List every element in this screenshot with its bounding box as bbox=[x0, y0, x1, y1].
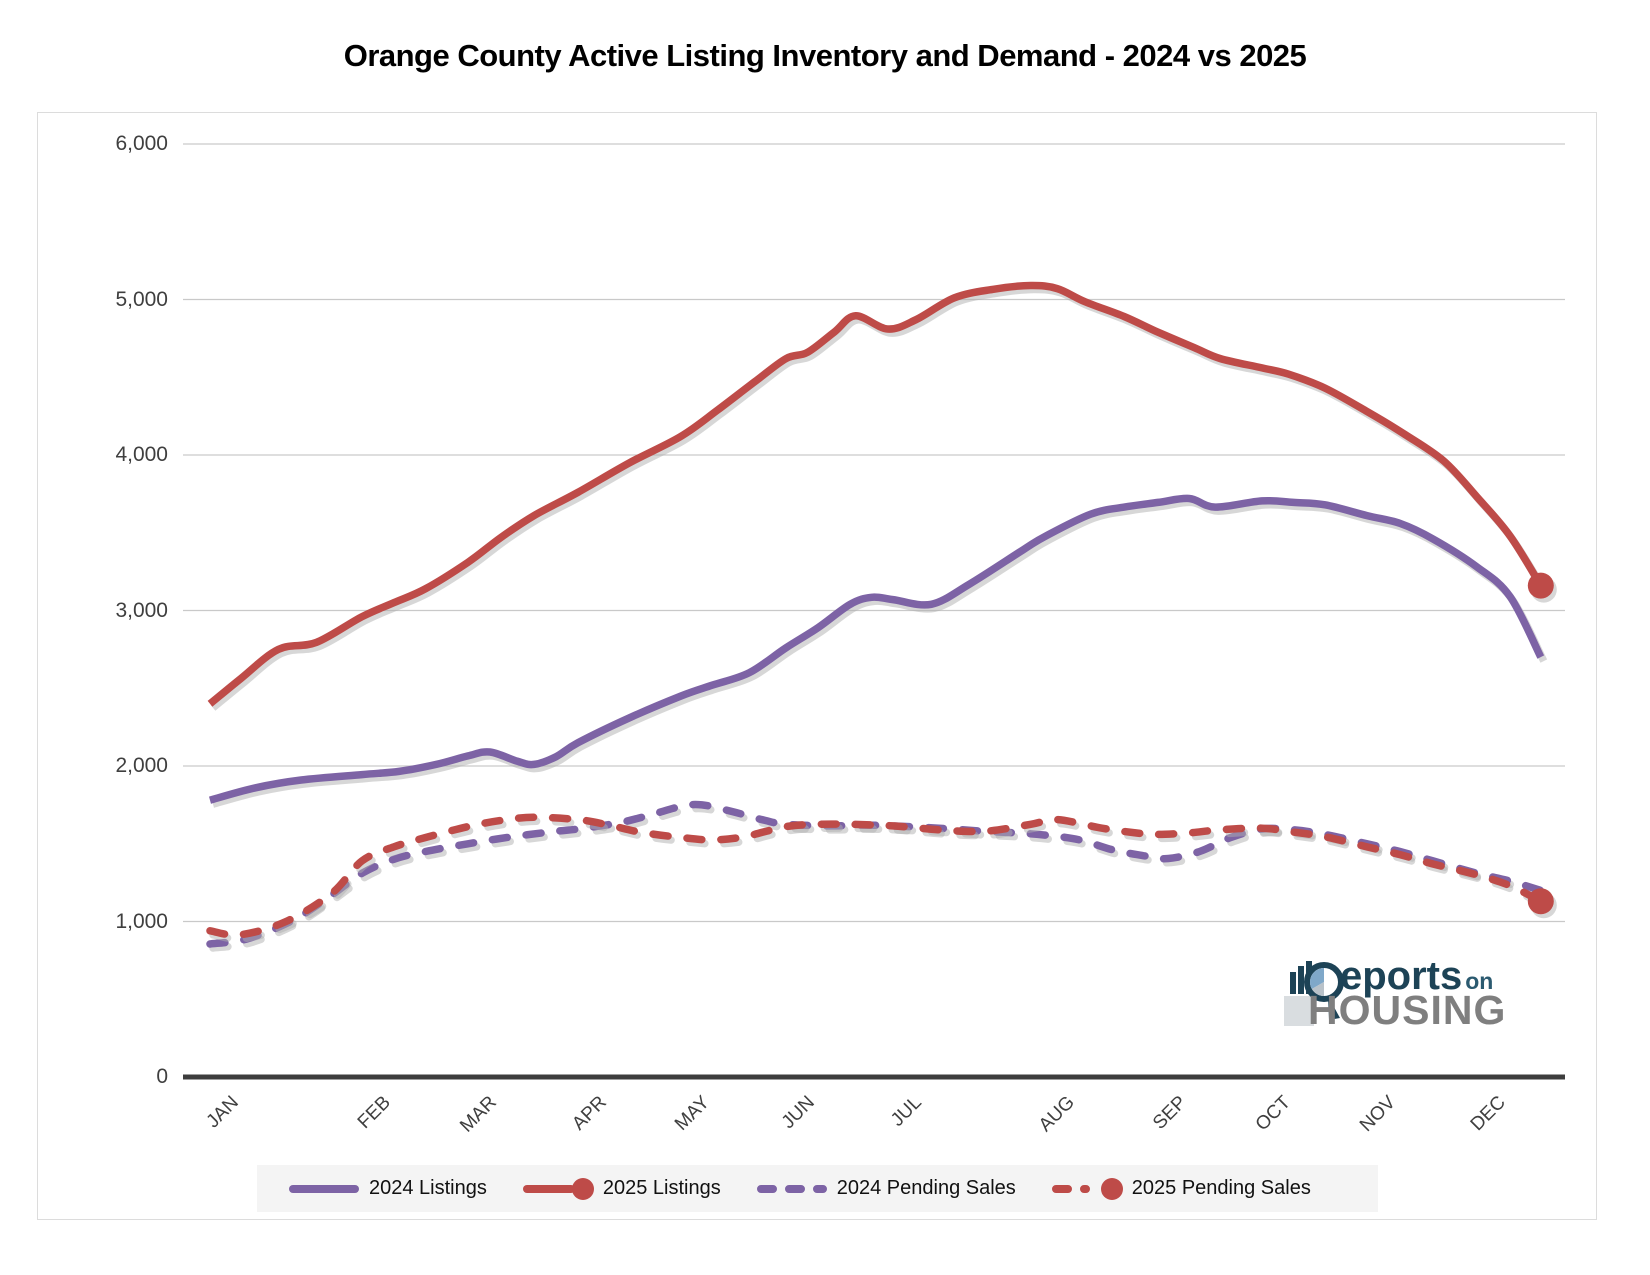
y-axis-label-2000: 2,000 bbox=[115, 754, 168, 777]
logo-text: eports on HOUSING bbox=[1308, 954, 1506, 1031]
series-line-2025-pending-sales bbox=[206, 813, 1545, 939]
legend-label-2024-pending-sales: 2024 Pending Sales bbox=[836, 1177, 1016, 1199]
series-shadow-2025-pending-sales bbox=[209, 817, 1548, 943]
end-marker-2025-pending-sales bbox=[1527, 888, 1554, 915]
legend-swatch-2024-listings bbox=[289, 1184, 359, 1193]
y-axis-label-5000: 5,000 bbox=[115, 287, 168, 311]
series-shadow-2024-pending-sales bbox=[209, 804, 1548, 952]
legend-item-2024-listings: 2024 Listings bbox=[287, 1175, 487, 1203]
series-line-2024-pending-sales bbox=[206, 800, 1545, 948]
logo-word-housing: HOUSING bbox=[1308, 987, 1507, 1033]
legend-item-2025-listings: 2025 Listings bbox=[521, 1175, 721, 1203]
y-axis-label-3000: 3,000 bbox=[115, 598, 168, 622]
logo-magnifier-icon bbox=[1284, 961, 1344, 1026]
legend-label-2025-pending-sales: 2025 Pending Sales bbox=[1131, 1177, 1311, 1199]
series-line-2025-listings bbox=[207, 281, 1544, 707]
series-shadow-2024-listings bbox=[211, 498, 1548, 808]
y-axis-label-1000: 1,000 bbox=[115, 909, 168, 933]
legend-item-2025-pending-sales: 2025 Pending Sales bbox=[1050, 1175, 1311, 1203]
chart-legend: 2024 Listings 2025 Listings 2024 Pending S… bbox=[257, 1165, 1378, 1212]
y-axis-label-6000: 6,000 bbox=[115, 132, 168, 155]
end-marker-2025-listings bbox=[1527, 572, 1554, 599]
plot-area-border bbox=[37, 112, 1597, 1220]
legend-swatch-2024-pending-sales bbox=[756, 1184, 827, 1193]
series-shadow-2025-listings bbox=[210, 285, 1547, 711]
series-line-2024-listings bbox=[208, 494, 1545, 804]
logo-word-on: on bbox=[1465, 968, 1494, 994]
y-axis-label-4000: 4,000 bbox=[115, 443, 168, 466]
legend-label-2025-listings: 2025 Listings bbox=[602, 1177, 721, 1199]
chart-title: Orange County Active Listing Inventory a… bbox=[343, 38, 1307, 73]
legend-item-2024-pending-sales: 2024 Pending Sales bbox=[755, 1175, 1016, 1203]
reports-on-housing-logo: eports on HOUSING bbox=[1282, 956, 1506, 1048]
legend-label-2024-listings: 2024 Listings bbox=[369, 1177, 487, 1199]
legend-swatch-2025-pending-sales bbox=[1051, 1177, 1123, 1200]
y-axis-label-0: 0 bbox=[156, 1065, 168, 1088]
legend-swatch-2025-listings bbox=[522, 1177, 594, 1200]
logo-word-reports: eports bbox=[1340, 954, 1463, 998]
